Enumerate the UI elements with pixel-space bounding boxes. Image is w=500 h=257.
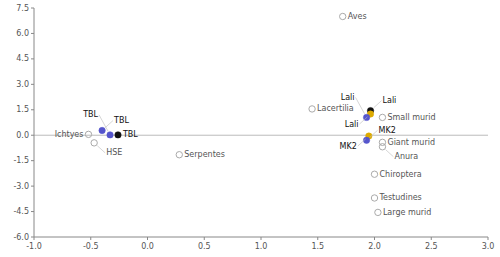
y-tick-label: -4.5 <box>13 207 29 216</box>
axes: -1.0 -0.5 0.0 0.5 1.0 1.5 2.0 2.5 3.0 -6.0 -4.5 -3.… <box>13 4 494 252</box>
leader-line <box>370 130 378 137</box>
y-tick <box>31 135 34 136</box>
open-point <box>176 152 182 158</box>
y-tick-label: 7.5 <box>16 4 29 13</box>
y-tick <box>31 58 34 59</box>
y-tick-label: 6.0 <box>16 29 29 38</box>
open-point <box>340 13 346 19</box>
open-point <box>371 195 377 201</box>
open-point <box>379 114 385 120</box>
y-tick <box>31 211 34 212</box>
open-point <box>371 171 377 177</box>
y-tick-label: 0.0 <box>16 131 29 140</box>
point-label: Large murid <box>383 208 432 217</box>
x-tick-label: -1.0 <box>26 242 42 251</box>
y-tick <box>31 8 34 9</box>
x-tick <box>90 237 91 240</box>
y-tick <box>31 186 34 187</box>
point <box>99 127 105 133</box>
x-tick-label: 3.0 <box>482 242 495 251</box>
point-label: TBL <box>113 116 129 125</box>
y-tick-label: -6.0 <box>13 233 29 242</box>
point-label: Giant murid <box>387 138 435 147</box>
leader-line <box>356 97 365 113</box>
point-label: Lali <box>341 93 355 102</box>
point-labels: Aves Lacertilia Serpentes Small murid Giant … <box>55 12 436 217</box>
y-tick <box>31 109 34 110</box>
x-tick-label: 0.5 <box>198 242 211 251</box>
x-tick <box>204 237 205 240</box>
leader-line <box>105 120 113 127</box>
x-tick-label: 2.0 <box>368 242 381 251</box>
point-label: HSE <box>106 148 122 157</box>
leader-line <box>99 115 108 131</box>
y-tick-label: -1.5 <box>13 156 29 165</box>
x-tick <box>317 237 318 240</box>
y-tick <box>31 160 34 161</box>
x-tick <box>374 237 375 240</box>
point <box>115 132 121 138</box>
open-point <box>375 209 381 215</box>
point-label: MK2 <box>379 126 396 135</box>
y-tick <box>31 33 34 34</box>
point <box>107 132 113 138</box>
leader-line <box>374 101 382 108</box>
point-label: Lali <box>383 96 397 105</box>
y-tick-label: 3.0 <box>16 80 29 89</box>
point-label: Ichtyes <box>55 130 84 139</box>
x-tick <box>261 237 262 240</box>
leader-line <box>97 146 105 153</box>
open-point <box>91 140 97 146</box>
x-tick-label: 2.5 <box>425 242 438 251</box>
leader-line <box>358 139 366 146</box>
point-label: Lacertilia <box>317 104 354 113</box>
point-label: TBL <box>82 110 98 119</box>
point-label: MK2 <box>340 142 357 151</box>
point-label: Lali <box>345 120 359 129</box>
zero-line <box>34 135 488 136</box>
point-label: Chiroptera <box>380 170 422 179</box>
point-label: Anura <box>394 152 418 161</box>
open-point <box>85 131 91 137</box>
y-tick-label: -3.0 <box>13 182 29 191</box>
leaders <box>97 97 393 156</box>
x-tick-label: 0.0 <box>141 242 154 251</box>
points <box>85 13 385 215</box>
point-label: Small murid <box>387 113 435 122</box>
x-tick <box>488 237 489 240</box>
point-label: Aves <box>348 12 367 21</box>
open-point <box>379 144 385 150</box>
y-axis-line <box>34 8 35 237</box>
point-label: Testudines <box>379 193 422 202</box>
point-label: TBL <box>122 130 138 139</box>
y-tick-label: 1.5 <box>16 105 29 114</box>
y-tick <box>31 84 34 85</box>
x-tick-label: 1.0 <box>255 242 268 251</box>
leader-line <box>360 117 368 124</box>
x-tick <box>147 237 148 240</box>
x-tick <box>431 237 432 240</box>
open-point <box>309 106 315 112</box>
x-tick-label: 1.5 <box>311 242 324 251</box>
leader-line <box>386 150 394 157</box>
chart: -1.0 -0.5 0.0 0.5 1.0 1.5 2.0 2.5 3.0 -6.0 -4.5 -3.… <box>0 0 500 257</box>
y-tick <box>31 237 34 238</box>
point-label: Serpentes <box>184 150 225 159</box>
y-tick-label: 4.5 <box>16 54 29 63</box>
x-tick-label: -0.5 <box>83 242 99 251</box>
